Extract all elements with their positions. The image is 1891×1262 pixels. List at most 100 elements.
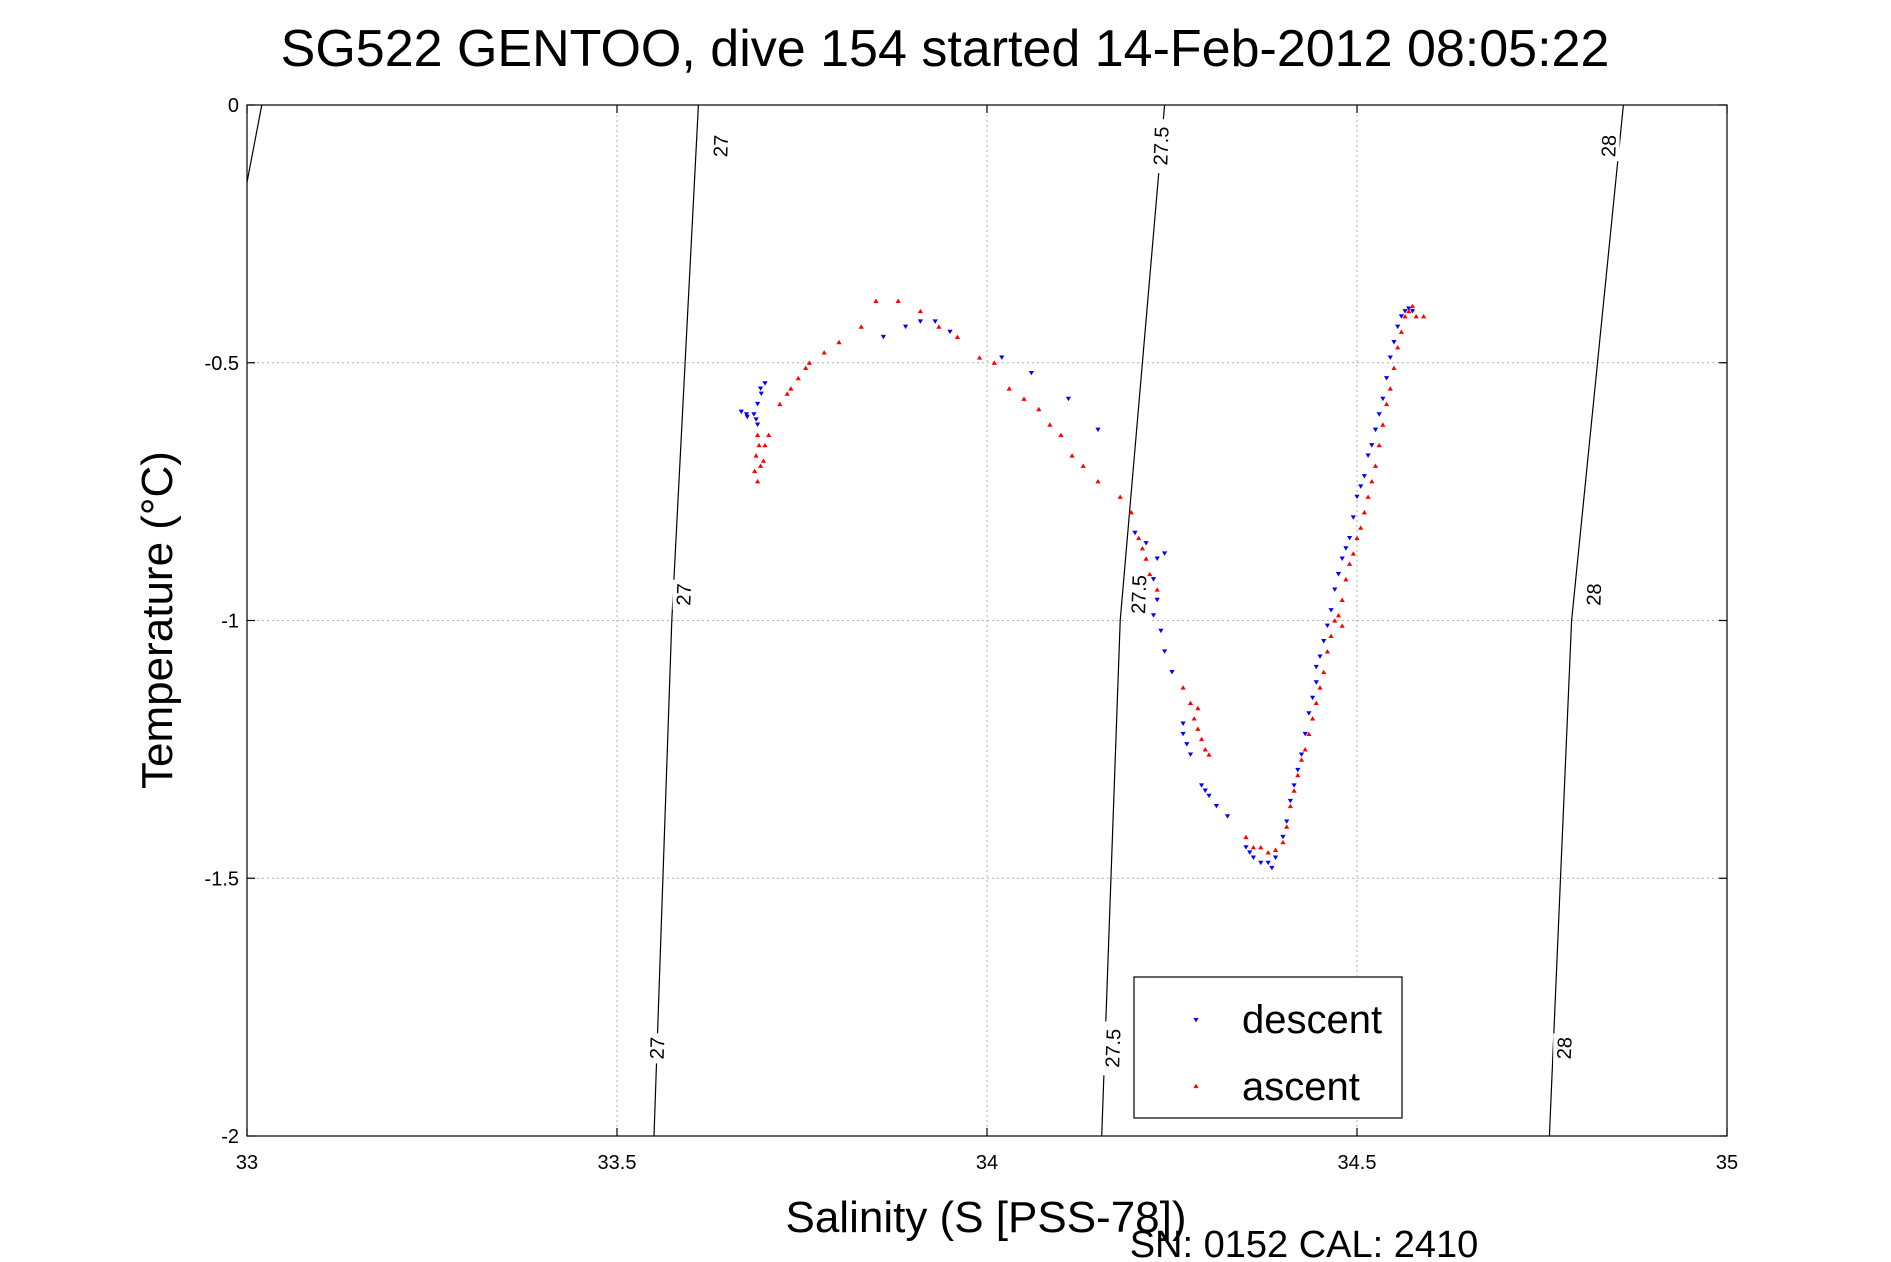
- descent-point: [1347, 535, 1353, 541]
- ascent-point: [1313, 700, 1319, 706]
- contour-label-27: 27: [647, 1037, 670, 1060]
- descent-point: [1180, 721, 1186, 726]
- descent-point: [1376, 412, 1382, 417]
- ascent-point: [1372, 463, 1379, 468]
- contour-label-bg: [1582, 579, 1605, 610]
- descent-point: [1361, 474, 1367, 479]
- descent-point: [1265, 860, 1271, 866]
- grid-lines: [247, 105, 1727, 1136]
- ascent-point: [1395, 344, 1401, 350]
- axis-ticks: 33 33.5 34 34.5 35 0 -0.5 -1 -1.5 -2: [205, 95, 1739, 1174]
- descent-point: [1358, 484, 1364, 489]
- chart-title: SG522 GENTOO, dive 154 started 14-Feb-20…: [281, 20, 1610, 78]
- ascent-point: [1361, 509, 1367, 515]
- ascent-point: [1335, 613, 1342, 618]
- descent-point: [1162, 551, 1168, 556]
- ascent-point: [1347, 561, 1353, 566]
- legend-marker-descent: [1193, 1017, 1199, 1023]
- ascent-point: [1339, 623, 1345, 628]
- descent-point: [1380, 396, 1386, 402]
- ascent-point: [1287, 803, 1293, 809]
- ascent-point: [1139, 545, 1145, 551]
- descent-point: [1406, 306, 1412, 311]
- descent-point: [738, 409, 744, 415]
- descent-point: [1143, 541, 1149, 546]
- series-descent: [738, 306, 1416, 871]
- ascent-point: [1317, 685, 1323, 690]
- ascent-point: [1358, 525, 1364, 530]
- descent-point: [1387, 355, 1393, 360]
- descent-point: [917, 319, 923, 324]
- ascent-point: [755, 432, 761, 437]
- ascent-point: [755, 478, 761, 484]
- descent-point: [1298, 752, 1305, 757]
- y-tick-label-1: -0.5: [205, 353, 239, 375]
- ascent-point: [1095, 478, 1101, 484]
- descent-point: [1384, 376, 1390, 381]
- descent-point: [1398, 314, 1404, 319]
- legend-label-descent: descent: [1242, 998, 1382, 1042]
- ascent-point: [836, 339, 842, 345]
- contour-label-28: 28: [1598, 134, 1621, 157]
- contour-label-bg: [1127, 567, 1150, 622]
- contour-label-28: 28: [1554, 1037, 1577, 1060]
- series-ascent: [752, 298, 1427, 855]
- y-tick-label-3: -1.5: [205, 868, 239, 890]
- ascent-point: [1298, 757, 1305, 762]
- contour-label-bg: [672, 579, 695, 610]
- legend: descent ascent: [1133, 976, 1403, 1119]
- legend-marker-ascent-shape: [1193, 1083, 1199, 1089]
- contour-label-bg: [1553, 1033, 1576, 1064]
- descent-point: [1321, 639, 1327, 644]
- ascent-point: [1354, 535, 1360, 541]
- ascent-point: [766, 432, 772, 437]
- contour-label-bg: [1597, 131, 1620, 162]
- descent-point: [1202, 788, 1208, 793]
- ascent-point: [917, 308, 923, 314]
- ascent-point: [1413, 314, 1419, 319]
- descent-point: [1273, 855, 1279, 860]
- ascent-point: [1409, 303, 1416, 309]
- ascent-point: [1380, 422, 1386, 427]
- descent-point: [1158, 628, 1164, 634]
- ascent-point: [784, 391, 790, 396]
- ascent-point: [1391, 365, 1397, 370]
- descent-point: [880, 334, 886, 340]
- descent-point: [1372, 427, 1379, 433]
- descent-point: [1395, 324, 1401, 330]
- ascent-point: [1265, 850, 1271, 855]
- descent-point: [1280, 834, 1286, 840]
- contour-label-28: 28: [1583, 583, 1606, 606]
- ascent-point: [1332, 618, 1338, 623]
- contour-label-bg: [645, 1033, 668, 1064]
- ascent-point: [1321, 669, 1327, 675]
- contour-line-1: [1101, 104, 1166, 1137]
- ascent-point: [803, 365, 809, 370]
- ascent-point: [821, 350, 827, 355]
- descent-point: [1284, 819, 1290, 824]
- ascent-point: [1021, 396, 1027, 401]
- ascent-point: [1306, 731, 1312, 736]
- ascent-point: [1273, 847, 1279, 852]
- ascent-point: [1191, 716, 1197, 721]
- descent-point: [1150, 613, 1157, 618]
- legend-label-ascent: ascent: [1242, 1065, 1360, 1109]
- descent-point: [1310, 695, 1316, 701]
- descent-point: [1328, 608, 1334, 613]
- descent-point: [1206, 793, 1212, 799]
- y-axis-label: Temperature (°C): [133, 451, 182, 789]
- ascent-point: [1187, 700, 1194, 706]
- ascent-point: [1128, 509, 1134, 515]
- descent-point: [762, 381, 768, 386]
- ascent-point: [752, 468, 758, 474]
- ascent-point: [1421, 314, 1427, 319]
- descent-point: [1295, 767, 1301, 773]
- descent-point: [753, 417, 759, 422]
- x-tick-label-3: 34.5: [1338, 1152, 1377, 1174]
- descent-point: [1247, 850, 1253, 855]
- ascent-point: [1343, 576, 1349, 582]
- ascent-point: [1295, 772, 1301, 778]
- descent-point: [1243, 845, 1249, 850]
- descent-point: [1184, 742, 1190, 747]
- descent-point: [1065, 396, 1071, 402]
